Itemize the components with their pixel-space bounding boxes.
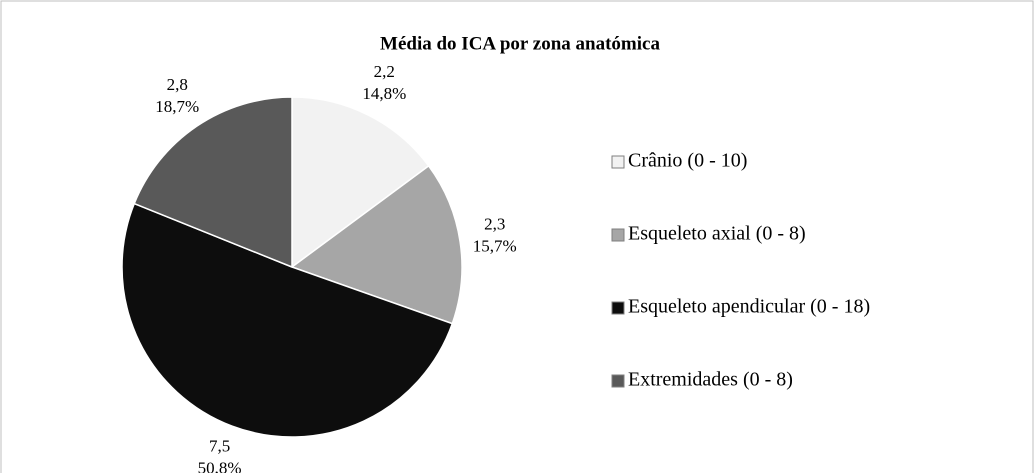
- legend-swatch: [611, 374, 625, 388]
- percent-label: 50,8%: [198, 459, 242, 473]
- data-label: 7,5: [209, 437, 230, 456]
- percent-label: 18,7%: [155, 97, 199, 116]
- legend-swatch: [611, 301, 625, 315]
- legend-label: Crânio (0 - 10): [628, 150, 747, 172]
- legend-swatch: [611, 228, 625, 242]
- pie-slice: [291, 96, 430, 269]
- legend-label: Esqueleto apendicular (0 - 18): [628, 296, 870, 318]
- pie-slice: [290, 164, 463, 325]
- data-label: 2,2: [374, 62, 395, 81]
- data-label: 2,8: [167, 75, 188, 94]
- pie-slice: [133, 96, 293, 269]
- legend-swatch: [611, 155, 625, 169]
- legend-label: Extremidades (0 - 8): [628, 369, 793, 391]
- percent-label: 15,7%: [473, 237, 517, 256]
- pie-slice: [121, 202, 454, 438]
- data-label: 2,3: [484, 215, 505, 234]
- chart-title: Média do ICA por zona anatómica: [380, 33, 660, 54]
- legend-label: Esqueleto axial (0 - 8): [628, 223, 806, 245]
- percent-label: 14,8%: [362, 84, 406, 103]
